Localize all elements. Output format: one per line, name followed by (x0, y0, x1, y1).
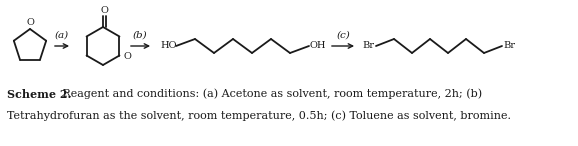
Text: OH: OH (310, 41, 327, 51)
Text: Br: Br (362, 41, 374, 51)
Text: Tetrahydrofuran as the solvent, room temperature, 0.5h; (c) Toluene as solvent, : Tetrahydrofuran as the solvent, room tem… (7, 111, 511, 121)
Text: HO: HO (160, 41, 176, 51)
Text: Reagent and conditions: (a) Acetone as solvent, room temperature, 2h; (b): Reagent and conditions: (a) Acetone as s… (59, 89, 482, 99)
Text: (a): (a) (55, 31, 69, 40)
Text: O: O (124, 52, 131, 61)
Text: O: O (26, 18, 34, 27)
Text: (c): (c) (336, 31, 350, 40)
Text: O: O (100, 6, 108, 15)
Text: Br: Br (503, 41, 515, 51)
Text: (b): (b) (133, 31, 147, 40)
Text: Scheme 2.: Scheme 2. (7, 88, 71, 100)
